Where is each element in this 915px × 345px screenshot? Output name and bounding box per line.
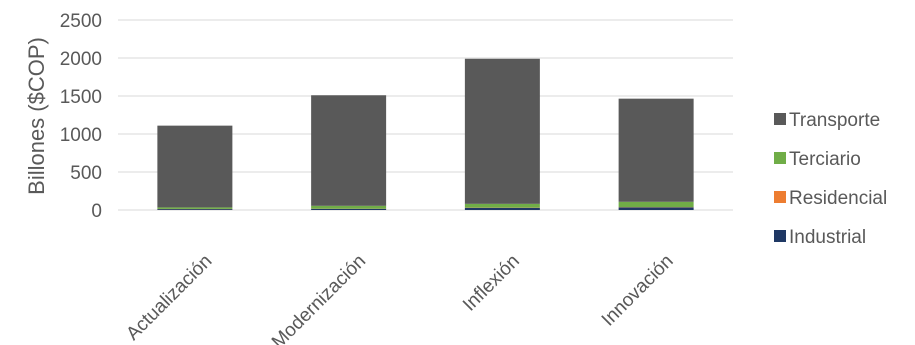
y-tick-labels: 0 500 1000 1500 2000 2500 (60, 11, 102, 222)
bar-industrial-4 (618, 207, 694, 210)
legend-swatch-transporte (774, 113, 786, 125)
y-tick-label: 2000 (60, 49, 102, 70)
bar-transporte-1 (157, 125, 233, 208)
bar-terciario-4 (618, 201, 694, 208)
legend-swatch-residencial (774, 191, 786, 203)
bar-terciario-1 (157, 207, 233, 209)
bar-terciario-2 (311, 205, 387, 209)
bar-industrial-1 (157, 209, 233, 210)
legend-label-industrial: Industrial (789, 227, 866, 248)
bars (157, 58, 694, 210)
legend-label-transporte: Transporte (789, 110, 880, 131)
y-tick-label: 1000 (60, 125, 102, 146)
legend-swatch-terciario (774, 152, 786, 164)
bar-transporte-3 (464, 58, 540, 204)
legend-label-terciario: Terciario (789, 149, 861, 170)
bar-industrial-2 (311, 208, 387, 210)
legend-swatch-industrial (774, 230, 786, 242)
legend-label-residencial: Residencial (789, 188, 887, 209)
bar-industrial-3 (464, 207, 540, 210)
y-tick-label: 500 (70, 163, 102, 184)
y-tick-label: 1500 (60, 87, 102, 108)
y-tick-label: 0 (91, 201, 102, 222)
x-tick-labels: Actualización Modernización Inflexión Innov… (122, 251, 677, 345)
x-tick-label: Inflexión (459, 251, 524, 316)
bar-terciario-3 (464, 203, 540, 208)
x-tick-label: Actualización (122, 251, 216, 345)
bar-transporte-2 (311, 95, 387, 206)
bar-transporte-4 (618, 98, 694, 202)
y-axis-label: Billones ($COP) (24, 37, 49, 195)
y-tick-label: 2500 (60, 11, 102, 32)
x-tick-label: Innovación (598, 251, 678, 331)
legend: Transporte Terciario Residencial Industrial (774, 110, 887, 248)
x-tick-label: Modernización (268, 251, 370, 345)
